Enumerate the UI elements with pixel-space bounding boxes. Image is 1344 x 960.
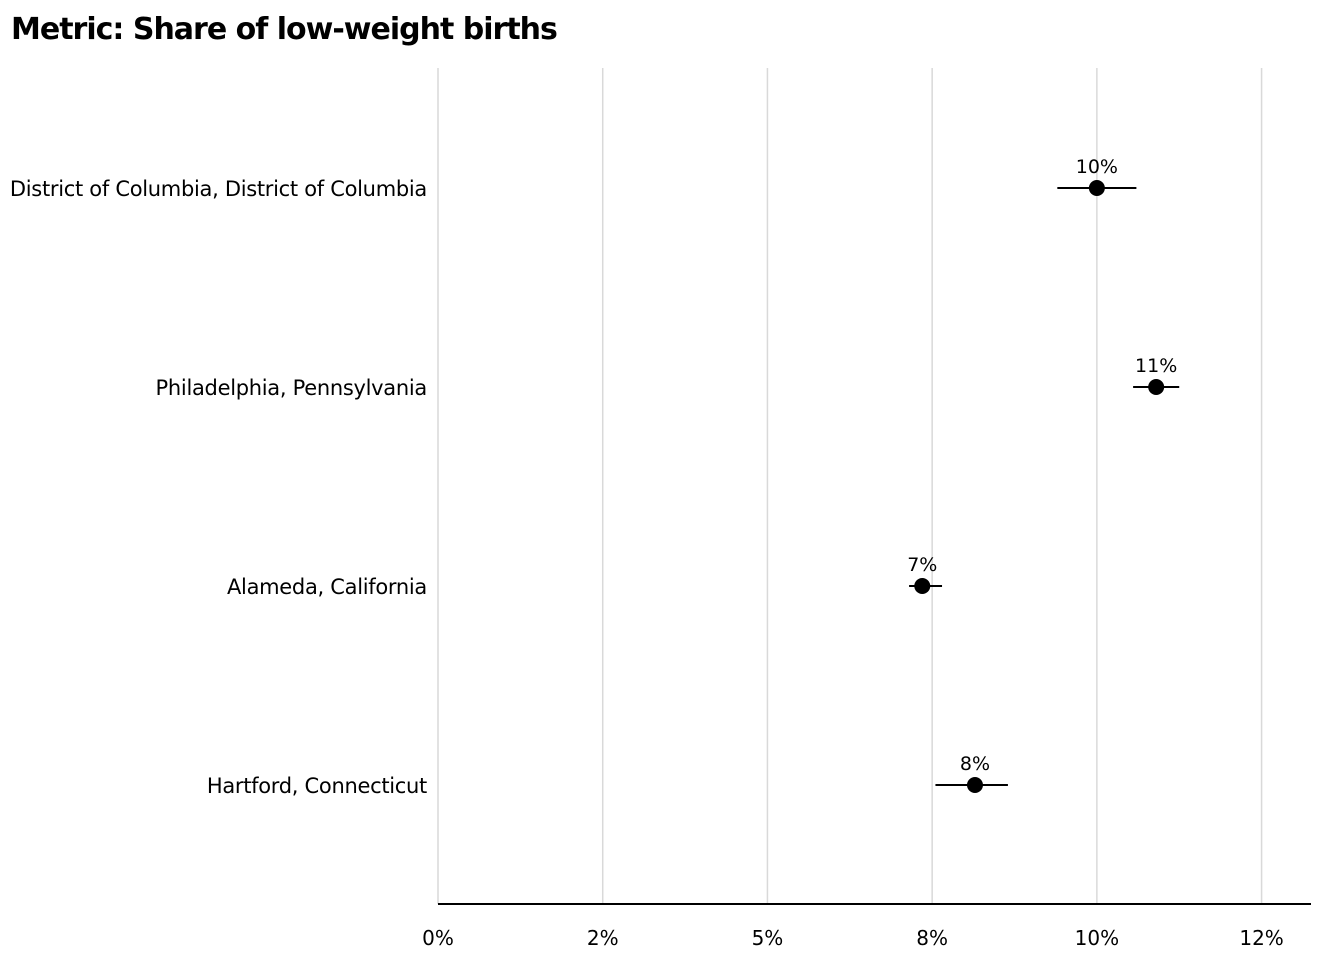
x-axis: 0% 2% 5% 8% 10% 12% (422, 903, 1311, 950)
data-point (1088, 180, 1105, 196)
chart-title: Metric: Share of low-weight births (11, 12, 558, 47)
gridlines (437, 68, 1263, 904)
x-tick-label: 12% (1239, 926, 1283, 950)
data-marks: 10% 11% 7% 8% (907, 156, 1180, 793)
data-label: 8% (960, 753, 990, 775)
data-label: 7% (907, 554, 937, 576)
data-label: 11% (1135, 355, 1177, 377)
data-point (966, 777, 983, 793)
data-point (914, 578, 931, 594)
x-tick-label: 10% (1075, 926, 1119, 950)
category-label: Alameda, California (227, 575, 427, 599)
data-label: 10% (1076, 156, 1118, 178)
x-tick-label: 8% (916, 926, 948, 950)
category-labels: District of Columbia, District of Columb… (10, 177, 427, 798)
category-label: Hartford, Connecticut (207, 774, 427, 798)
x-tick-label: 2% (587, 926, 619, 950)
category-label: District of Columbia, District of Columb… (10, 177, 427, 201)
x-tick-label: 0% (422, 926, 454, 950)
data-point (1148, 379, 1165, 395)
x-tick-label: 5% (752, 926, 784, 950)
category-label: Philadelphia, Pennsylvania (156, 376, 427, 400)
